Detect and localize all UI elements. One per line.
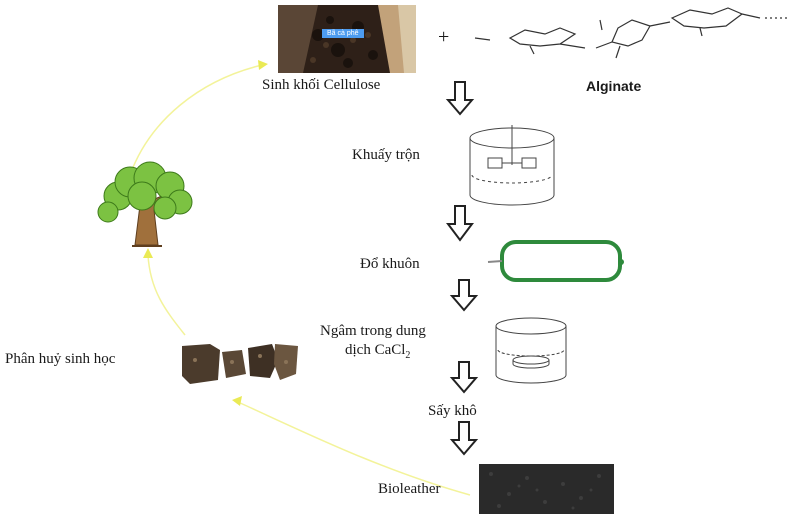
cellulose-label: Sinh khối Cellulose — [262, 77, 381, 93]
cycle-arrow-degrade-to-tree — [147, 254, 186, 336]
cycle-arrowhead-degrade — [232, 396, 242, 406]
soak-label-subscript: 2 — [405, 350, 411, 361]
cycle-arrow-bioleather-to-degrade — [237, 401, 471, 496]
cycle-arrowhead-cellulose — [258, 60, 268, 70]
cycle-arrowhead-tree — [143, 248, 153, 258]
biodegrade-label: Phân huỷ sinh học — [5, 351, 116, 367]
mold-label: Đổ khuôn — [360, 256, 420, 272]
bioleather-label: Bioleather — [378, 481, 441, 497]
degraded-fragments — [180, 340, 300, 388]
coffee-grounds-texture — [278, 5, 416, 73]
mix-label: Khuấy trộn — [352, 147, 420, 163]
alginate-label: Alginate — [586, 78, 642, 94]
fragments-texture — [182, 344, 298, 384]
soak-label-line1: Ngâm trong dung — [320, 323, 426, 339]
coffee-grounds-tag: Bã cà phê — [322, 29, 364, 38]
soak-label-text: dịch CaCl — [345, 342, 406, 358]
plus-sign: + — [438, 26, 450, 48]
coffee-grounds-photo: Bã cà phê — [278, 5, 416, 73]
bioleather-texture — [479, 464, 614, 514]
bioleather-sample — [479, 464, 614, 514]
cycle-arrow-tree-to-cellulose — [129, 64, 263, 176]
dry-label: Sấy khô — [428, 403, 477, 419]
soak-label-line2: dịch CaCl2 — [345, 341, 410, 365]
